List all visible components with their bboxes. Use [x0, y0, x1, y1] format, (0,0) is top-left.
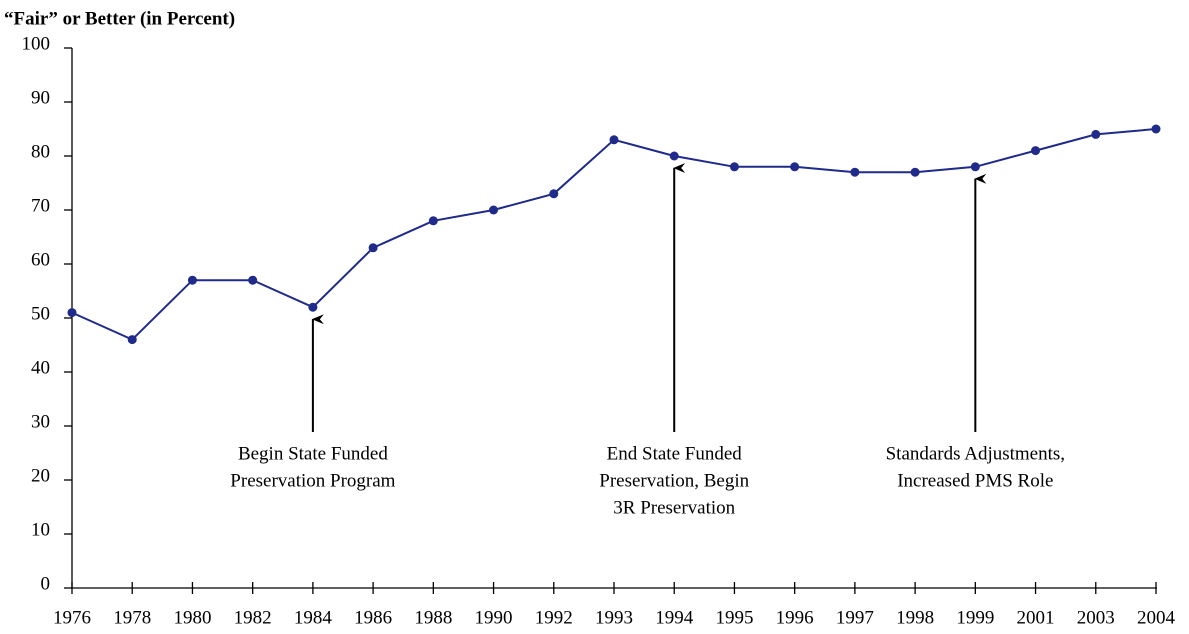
point [368, 243, 378, 253]
y-tick-label: 90 [31, 87, 50, 108]
point [549, 189, 559, 199]
point [850, 167, 860, 177]
point [609, 135, 619, 145]
x-tick-label: 2001 [1017, 607, 1055, 628]
y-tick-label: 70 [31, 195, 50, 216]
annotation-text: End State Funded [607, 443, 743, 464]
point [910, 167, 920, 177]
y-tick-label: 80 [31, 141, 50, 162]
line [71, 128, 1157, 341]
point [428, 216, 438, 226]
point [308, 302, 318, 312]
x-tick-label: 1984 [294, 607, 333, 628]
y-tick-label: 10 [31, 519, 50, 540]
x-tick-label: 1996 [776, 607, 814, 628]
x-tick-label: 1992 [535, 607, 573, 628]
point [127, 335, 137, 345]
point [1091, 129, 1101, 139]
y-tick-label: 60 [31, 249, 50, 270]
x-tick-label: 1995 [715, 607, 753, 628]
y-tick-label: 50 [31, 303, 50, 324]
x-tick-label: 1999 [956, 607, 994, 628]
chart-title: “Fair” or Better (in Percent) [4, 8, 235, 29]
annotation-text: Standards Adjustments, [886, 443, 1065, 464]
annotation-text: Increased PMS Role [897, 470, 1053, 491]
y-tick-label: 0 [41, 573, 51, 594]
y-tick-label: 100 [22, 33, 51, 54]
point [729, 162, 739, 172]
annotation-text: Begin State Funded [238, 443, 388, 464]
point [489, 205, 499, 215]
point [187, 275, 197, 285]
x-tick-label: 1993 [595, 607, 633, 628]
point [970, 162, 980, 172]
point [790, 162, 800, 172]
y-tick-label: 40 [31, 357, 50, 378]
x-tick-label: 1990 [475, 607, 513, 628]
x-tick-label: 2004 [1137, 607, 1176, 628]
x-tick-label: 1976 [53, 607, 91, 628]
point [1031, 146, 1041, 156]
annotation-text: Preservation, Begin [599, 470, 749, 491]
point [248, 275, 258, 285]
x-tick-label: 2003 [1077, 607, 1115, 628]
x-tick-label: 1994 [655, 607, 694, 628]
x-tick-label: 1978 [113, 607, 151, 628]
x-tick-label: 1980 [173, 607, 211, 628]
x-tick-label: 1997 [836, 607, 874, 628]
x-tick-label: 1986 [354, 607, 392, 628]
annotation-text: 3R Preservation [613, 497, 735, 518]
x-tick-label: 1988 [414, 607, 452, 628]
point [1151, 124, 1161, 134]
point [67, 308, 77, 318]
point [669, 151, 679, 161]
x-tick-label: 1998 [896, 607, 934, 628]
y-tick-label: 20 [31, 465, 50, 486]
y-tick-label: 30 [31, 411, 50, 432]
x-tick-label: 1982 [234, 607, 272, 628]
annotation-text: Preservation Program [230, 470, 395, 491]
